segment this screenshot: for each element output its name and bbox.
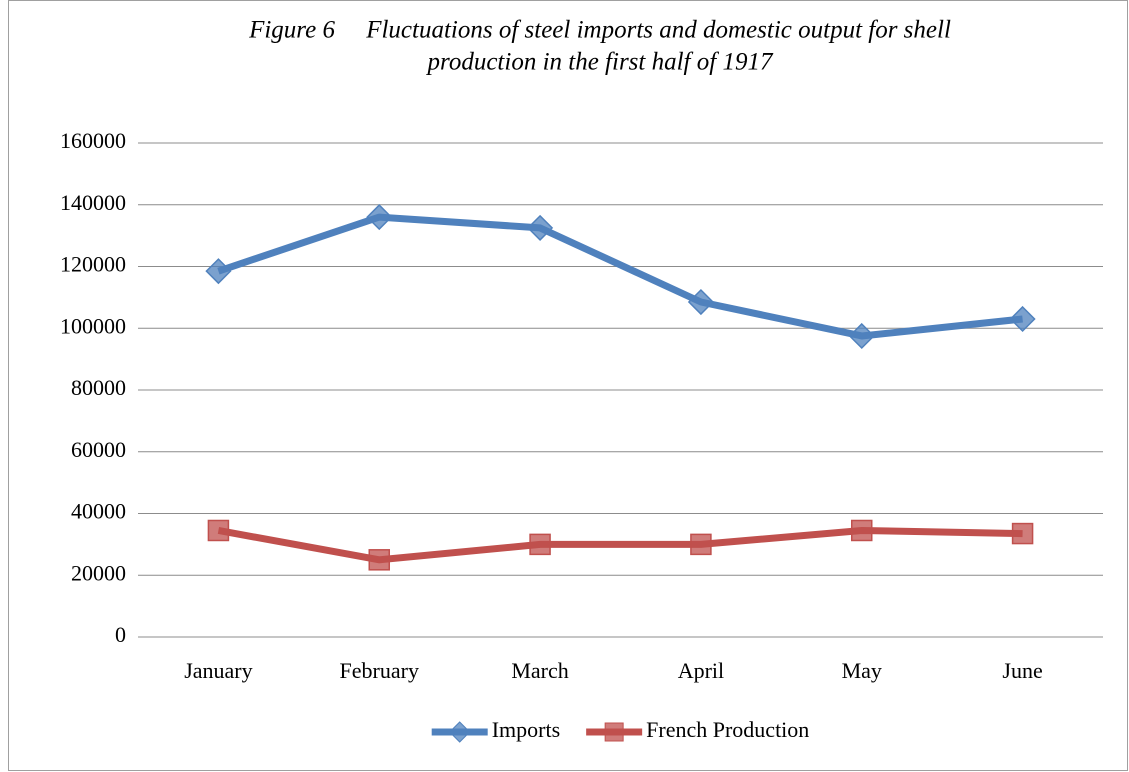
series-line	[217, 526, 1023, 564]
y-tick-label: 0	[115, 622, 126, 647]
x-tick-label: February	[340, 658, 419, 683]
marker	[205, 258, 232, 285]
legend-label: French Production	[646, 717, 809, 742]
x-tick-label: June	[1002, 658, 1042, 683]
y-tick-label: 60000	[71, 437, 126, 462]
marker	[690, 533, 712, 556]
marker	[851, 519, 873, 542]
chart-title: production in the first half of 1917	[426, 49, 774, 76]
y-tick-label: 40000	[71, 499, 126, 524]
chart-frame	[8, 0, 1128, 771]
marker	[368, 549, 390, 571]
marker	[366, 204, 393, 231]
x-tick-label: March	[511, 658, 568, 683]
marker	[1011, 522, 1034, 545]
y-tick-label: 20000	[71, 560, 126, 585]
y-tick-label: 100000	[60, 313, 126, 338]
marker	[1009, 305, 1036, 333]
marker	[529, 533, 551, 556]
y-tick-label: 80000	[71, 375, 126, 400]
legend-label: Imports	[492, 717, 560, 742]
marker	[527, 214, 554, 241]
series-line	[217, 213, 1023, 340]
x-tick-label: January	[184, 658, 252, 683]
x-tick-label: April	[678, 658, 724, 683]
marker	[687, 288, 714, 316]
y-tick-label: 120000	[60, 252, 126, 277]
chart-title: Figure 6 Fluctuations of steel imports a…	[248, 17, 951, 44]
legend-item: Imports	[431, 717, 560, 743]
legend-item: French Production	[586, 717, 809, 742]
legend-marker	[604, 722, 624, 742]
marker	[207, 519, 230, 542]
x-tick-label: May	[842, 658, 882, 683]
y-tick-label: 140000	[60, 190, 126, 215]
legend-marker	[448, 721, 471, 743]
y-tick-label: 160000	[60, 128, 126, 153]
marker	[848, 322, 875, 350]
